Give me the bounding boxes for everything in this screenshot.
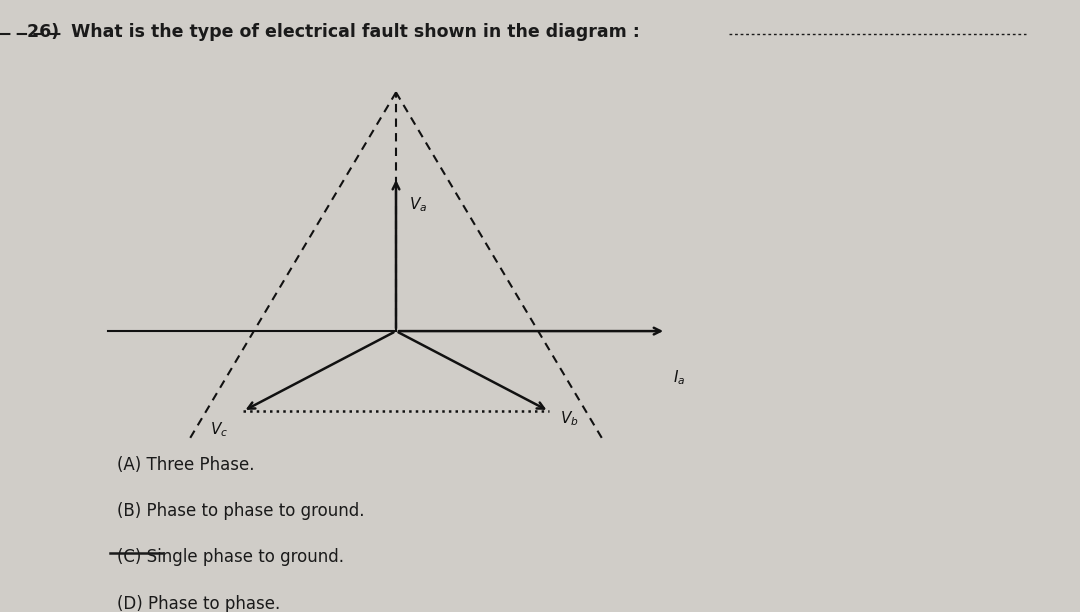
Text: $V_b$: $V_b$ [559,409,579,428]
Text: (C) Single phase to ground.: (C) Single phase to ground. [117,548,345,567]
Text: $V_c$: $V_c$ [211,420,229,439]
Text: (A) Three Phase.: (A) Three Phase. [117,456,255,474]
Text: (B) Phase to phase to ground.: (B) Phase to phase to ground. [117,502,364,520]
Text: $I_a$: $I_a$ [673,368,686,387]
Text: $V_a$: $V_a$ [408,195,427,214]
Text: 26)  What is the type of electrical fault shown in the diagram :: 26) What is the type of electrical fault… [27,23,639,41]
Text: (D) Phase to phase.: (D) Phase to phase. [117,595,280,612]
